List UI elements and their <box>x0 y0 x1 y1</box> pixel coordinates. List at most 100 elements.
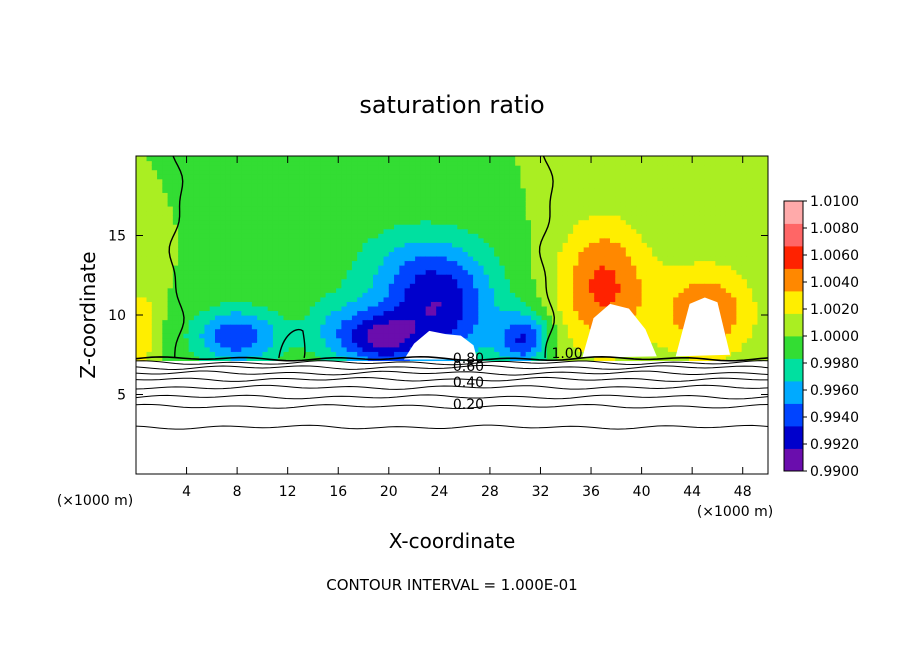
field-cell <box>299 174 306 180</box>
field-cell <box>562 255 569 262</box>
field-cell <box>420 165 427 171</box>
field-cell <box>504 301 511 307</box>
field-cell <box>236 333 242 339</box>
field-cell <box>136 260 142 266</box>
field-cell <box>457 324 464 330</box>
field-cell <box>652 342 658 348</box>
field-cell <box>641 192 648 198</box>
field-cell <box>299 310 306 316</box>
field-cell <box>257 187 263 193</box>
field-cell <box>446 192 453 198</box>
field-cell <box>536 333 543 339</box>
field-cell <box>315 165 321 171</box>
field-cell <box>420 246 427 252</box>
field-cell <box>357 328 364 334</box>
field-cell <box>457 237 464 243</box>
field-cell <box>515 274 522 280</box>
field-cell <box>473 205 479 212</box>
field-cell <box>288 251 295 257</box>
field-cell <box>657 301 664 307</box>
field-cell <box>678 328 685 334</box>
field-cell <box>299 260 306 266</box>
field-cell <box>520 192 527 198</box>
field-cell <box>509 187 516 193</box>
field-cell <box>483 283 490 289</box>
field-cell <box>673 219 680 225</box>
field-cell <box>641 255 648 262</box>
field-cell <box>215 192 221 198</box>
field-cell <box>436 224 443 230</box>
field-cell <box>552 260 558 266</box>
field-cell <box>320 324 327 330</box>
field-cell <box>325 269 332 275</box>
field-cell <box>715 228 722 234</box>
field-cell <box>399 342 406 348</box>
field-cell <box>541 169 548 175</box>
field-cell <box>494 269 500 275</box>
field-cell <box>615 269 622 275</box>
field-cell <box>141 283 148 289</box>
field-cell <box>193 187 200 193</box>
field-cell <box>336 283 342 289</box>
field-cell <box>178 346 184 352</box>
field-cell <box>473 215 479 221</box>
field-cell <box>378 346 385 352</box>
field-cell <box>388 274 395 280</box>
field-cell <box>378 242 385 248</box>
field-cell <box>136 319 142 325</box>
field-cell <box>504 337 511 343</box>
field-cell <box>309 174 316 180</box>
field-cell <box>415 246 421 252</box>
field-cell <box>299 183 306 189</box>
field-cell <box>383 324 390 330</box>
field-cell <box>146 251 153 257</box>
field-cell <box>215 292 221 298</box>
field-cell <box>625 215 632 221</box>
field-cell <box>378 201 385 207</box>
field-cell <box>178 242 184 248</box>
field-cell <box>183 251 190 257</box>
field-cell <box>441 315 448 321</box>
field-cell <box>488 174 495 180</box>
field-cell <box>515 337 522 343</box>
field-cell <box>678 210 685 216</box>
field-cell <box>478 215 485 221</box>
field-cell <box>320 346 327 352</box>
field-cell <box>183 224 190 230</box>
field-cell <box>425 205 432 212</box>
field-cell <box>193 169 200 175</box>
field-cell <box>457 319 464 325</box>
field-cell <box>183 178 190 184</box>
field-cell <box>541 187 548 193</box>
field-cell <box>167 292 174 298</box>
field-cell <box>573 287 579 293</box>
field-cell <box>267 265 274 271</box>
field-cell <box>172 192 179 198</box>
field-cell <box>283 183 290 189</box>
field-cell <box>409 237 416 243</box>
field-cell <box>141 269 148 275</box>
field-cell <box>473 333 479 339</box>
field-cell <box>394 205 400 212</box>
field-cell <box>188 187 195 193</box>
field-cell <box>652 251 658 257</box>
field-cell <box>246 242 253 248</box>
field-cell <box>294 278 300 284</box>
field-cell <box>162 251 169 257</box>
field-cell <box>336 342 342 348</box>
field-cell <box>341 287 348 293</box>
field-cell <box>141 215 148 221</box>
field-cell <box>288 255 295 262</box>
field-cell <box>625 296 632 302</box>
field-cell <box>346 246 353 252</box>
field-cell <box>315 265 321 271</box>
field-cell <box>404 160 411 166</box>
field-cell <box>373 324 379 330</box>
field-cell <box>710 292 716 298</box>
field-cell <box>646 183 653 189</box>
field-cell <box>394 351 400 357</box>
field-cell <box>262 228 269 234</box>
field-cell <box>641 315 648 321</box>
field-cell <box>436 324 443 330</box>
field-cell <box>162 274 169 280</box>
